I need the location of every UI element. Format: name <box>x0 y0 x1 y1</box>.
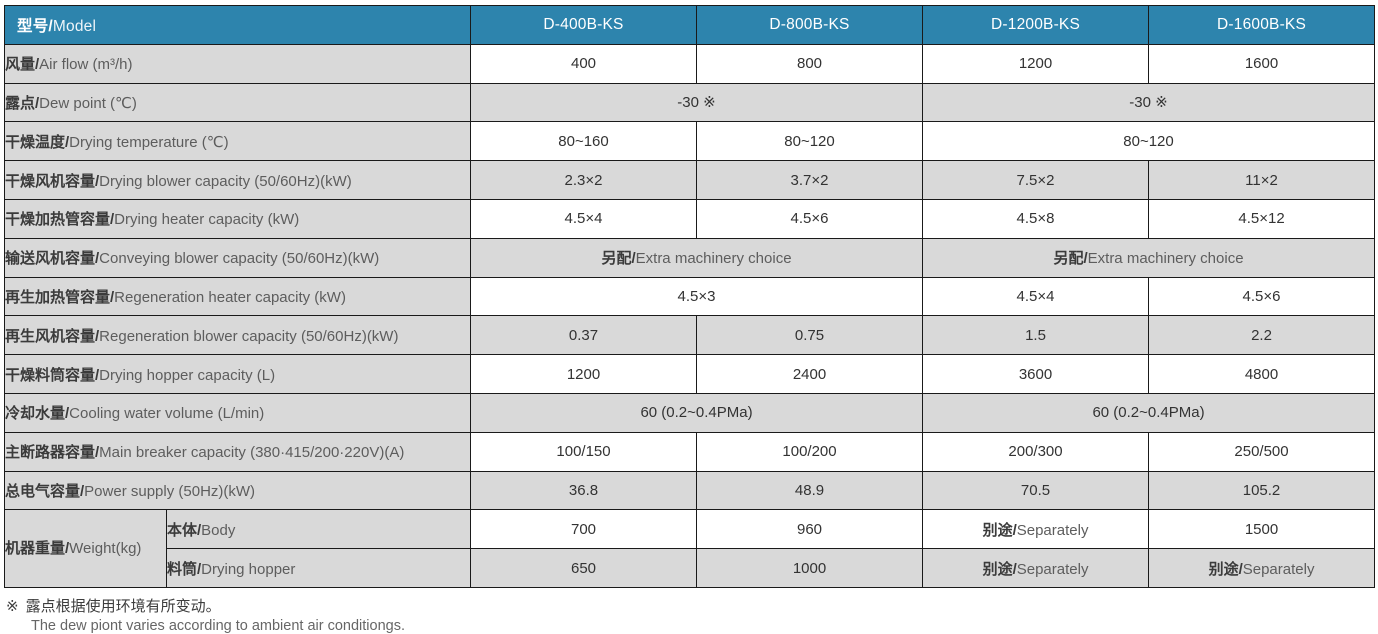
weight-sub-label-hopper: 料筒/Drying hopper <box>165 548 472 588</box>
model-label-zh: 型号/ <box>17 17 53 35</box>
table-row-main-breaker: 主断路器容量/Main breaker capacity (380·415/20… <box>3 431 1376 472</box>
row-label: 干燥料筒容量/Drying hopper capacity (L) <box>3 354 472 394</box>
spec-cell: 2.2 <box>1148 315 1376 356</box>
spec-cell: 2400 <box>696 354 924 394</box>
footnote-zh-text: 露点根据使用环境有所变动。 <box>25 597 221 615</box>
reference-mark-icon: ※ <box>6 597 19 615</box>
model-header: D-1600B-KS <box>1148 5 1376 45</box>
spec-cell: 1.5 <box>922 315 1150 356</box>
table-row-drying-blower: 干燥风机容量/Drying blower capacity (50/60Hz)(… <box>3 160 1376 200</box>
spec-cell: 100/150 <box>470 431 698 472</box>
model-label-cell: 型号/Model <box>3 5 472 45</box>
spec-cell: 60 (0.2~0.4PMa) <box>922 392 1376 433</box>
row-label: 再生加热管容量/Regeneration heater capacity (kW… <box>3 276 472 317</box>
spec-cell: 650 <box>470 548 698 588</box>
spec-cell: 36.8 <box>470 470 698 511</box>
table-row-drying-hopper-capacity: 干燥料筒容量/Drying hopper capacity (L) 1200 2… <box>3 354 1376 394</box>
spec-cell: 4.5×3 <box>470 276 924 317</box>
spec-cell: 别途/Separately <box>922 509 1150 550</box>
spec-cell: 3.7×2 <box>696 160 924 200</box>
table-row-weight-hopper: 料筒/Drying hopper 650 1000 别途/Separately … <box>5 548 1376 588</box>
spec-cell: 60 (0.2~0.4PMa) <box>470 392 924 433</box>
spec-cell: 4.5×8 <box>922 198 1150 239</box>
table-row-drying-heater: 干燥加热管容量/Drying heater capacity (kW) 4.5×… <box>3 198 1376 239</box>
spec-cell: 960 <box>696 509 924 550</box>
model-header: D-1200B-KS <box>922 5 1150 45</box>
footnote-zh-line: ※ 露点根据使用环境有所变动。 <box>6 595 1378 616</box>
spec-cell: 80~120 <box>922 121 1376 162</box>
table-row-regeneration-blower: 再生风机容量/Regeneration blower capacity (50/… <box>3 315 1376 356</box>
spec-cell: 800 <box>696 43 924 84</box>
table-row-weight-body: 机器重量/Weight(kg) 本体/Body 700 960 别途/Separ… <box>4 509 1376 588</box>
spec-cell: 105.2 <box>1148 470 1376 511</box>
spec-cell: 另配/Extra machinery choice <box>922 237 1376 278</box>
table-row-conveying-blower: 输送风机容量/Conveying blower capacity (50/60H… <box>3 237 1376 278</box>
spec-cell: 4.5×12 <box>1148 198 1376 239</box>
row-label: 干燥加热管容量/Drying heater capacity (kW) <box>3 198 472 239</box>
spec-cell: 另配/Extra machinery choice <box>470 237 924 278</box>
spec-cell: 4.5×6 <box>1148 276 1376 317</box>
spec-cell: 1200 <box>922 43 1150 84</box>
spec-table: 型号/Model D-400B-KS D-800B-KS D-1200B-KS … <box>3 5 1376 588</box>
spec-cell: 11×2 <box>1148 160 1376 200</box>
spec-cell: 7.5×2 <box>922 160 1150 200</box>
table-row-regeneration-heater: 再生加热管容量/Regeneration heater capacity (kW… <box>3 276 1376 317</box>
spec-cell: 4.5×4 <box>470 198 698 239</box>
table-row-power-supply: 总电气容量/Power supply (50Hz)(kW) 36.8 48.9 … <box>3 470 1376 511</box>
row-label: 风量/Air flow (m³/h) <box>3 43 472 84</box>
spec-cell: 4.5×6 <box>696 198 924 239</box>
spec-cell: 200/300 <box>922 431 1150 472</box>
row-label: 干燥温度/Drying temperature (℃) <box>3 121 472 162</box>
spec-cell: 4.5×4 <box>922 276 1150 317</box>
spec-cell: 4800 <box>1148 354 1376 394</box>
spec-cell: 1500 <box>1148 509 1376 550</box>
spec-cell: 70.5 <box>922 470 1150 511</box>
spec-cell: -30 ※ <box>470 82 924 123</box>
spec-cell: 2.3×2 <box>470 160 698 200</box>
footnote: ※ 露点根据使用环境有所变动。 The dew piont varies acco… <box>6 595 1378 634</box>
spec-cell: 别途/Separately <box>922 548 1150 588</box>
model-label-en: Model <box>52 17 97 35</box>
weight-group-label: 机器重量/Weight(kg) <box>4 509 167 588</box>
table-row-dew-point: 露点/Dew point (℃) -30 ※ -30 ※ <box>3 82 1376 123</box>
spec-cell: 1000 <box>696 548 924 588</box>
spec-cell: -30 ※ <box>922 82 1376 123</box>
row-label: 输送风机容量/Conveying blower capacity (50/60H… <box>3 237 472 278</box>
model-header: D-400B-KS <box>470 5 698 45</box>
row-label: 冷却水量/Cooling water volume (L/min) <box>3 392 472 433</box>
spec-cell: 1600 <box>1148 43 1376 84</box>
spec-cell: 48.9 <box>696 470 924 511</box>
weight-sub-label-body: 本体/Body <box>165 509 472 550</box>
row-label: 露点/Dew point (℃) <box>3 82 472 123</box>
row-label: 再生风机容量/Regeneration blower capacity (50/… <box>3 315 472 356</box>
spec-cell: 250/500 <box>1148 431 1376 472</box>
table-row-drying-temperature: 干燥温度/Drying temperature (℃) 80~160 80~12… <box>3 121 1376 162</box>
spec-cell: 别途/Separately <box>1148 548 1376 588</box>
spec-cell: 80~160 <box>470 121 698 162</box>
spec-cell: 0.75 <box>696 315 924 356</box>
row-label: 总电气容量/Power supply (50Hz)(kW) <box>3 470 472 511</box>
spec-cell: 400 <box>470 43 698 84</box>
table-row-air-flow: 风量/Air flow (m³/h) 400 800 1200 1600 <box>3 43 1376 84</box>
spec-cell: 1200 <box>470 354 698 394</box>
row-label: 主断路器容量/Main breaker capacity (380·415/20… <box>3 431 472 472</box>
spec-cell: 700 <box>470 509 698 550</box>
spec-cell: 3600 <box>922 354 1150 394</box>
spec-cell: 80~120 <box>696 121 924 162</box>
footnote-en-text: The dew piont varies according to ambien… <box>31 617 405 634</box>
spec-cell: 100/200 <box>696 431 924 472</box>
row-label: 干燥风机容量/Drying blower capacity (50/60Hz)(… <box>3 160 472 200</box>
table-row-cooling-water: 冷却水量/Cooling water volume (L/min) 60 (0.… <box>3 392 1376 433</box>
spec-cell: 0.37 <box>470 315 698 356</box>
model-header: D-800B-KS <box>696 5 924 45</box>
header-row: 型号/Model D-400B-KS D-800B-KS D-1200B-KS … <box>3 5 1376 45</box>
